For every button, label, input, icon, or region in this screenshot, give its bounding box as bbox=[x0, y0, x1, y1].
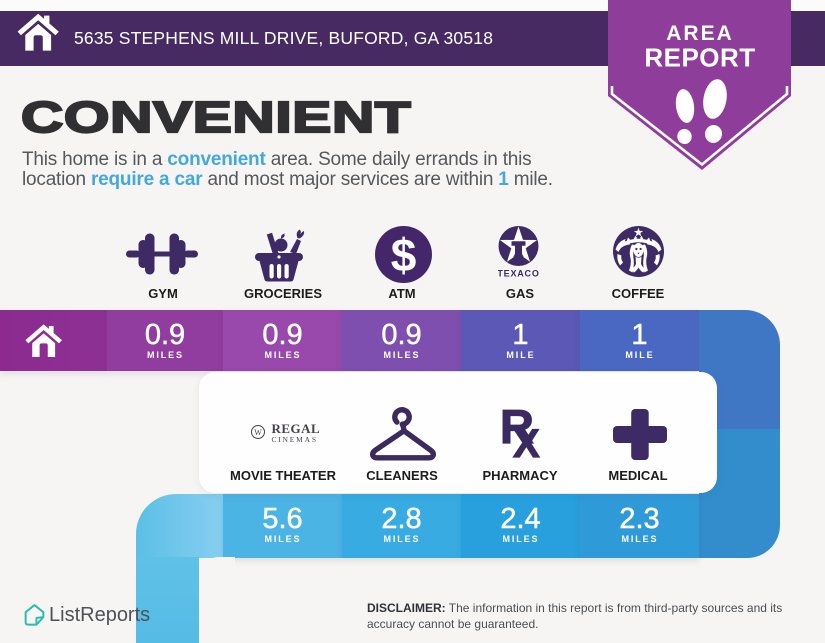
svg-text:AREA: AREA bbox=[666, 22, 734, 45]
svg-text:TEXACO: TEXACO bbox=[498, 269, 539, 279]
svg-text:REPORT: REPORT bbox=[644, 43, 755, 73]
svg-text:$: $ bbox=[391, 229, 417, 281]
